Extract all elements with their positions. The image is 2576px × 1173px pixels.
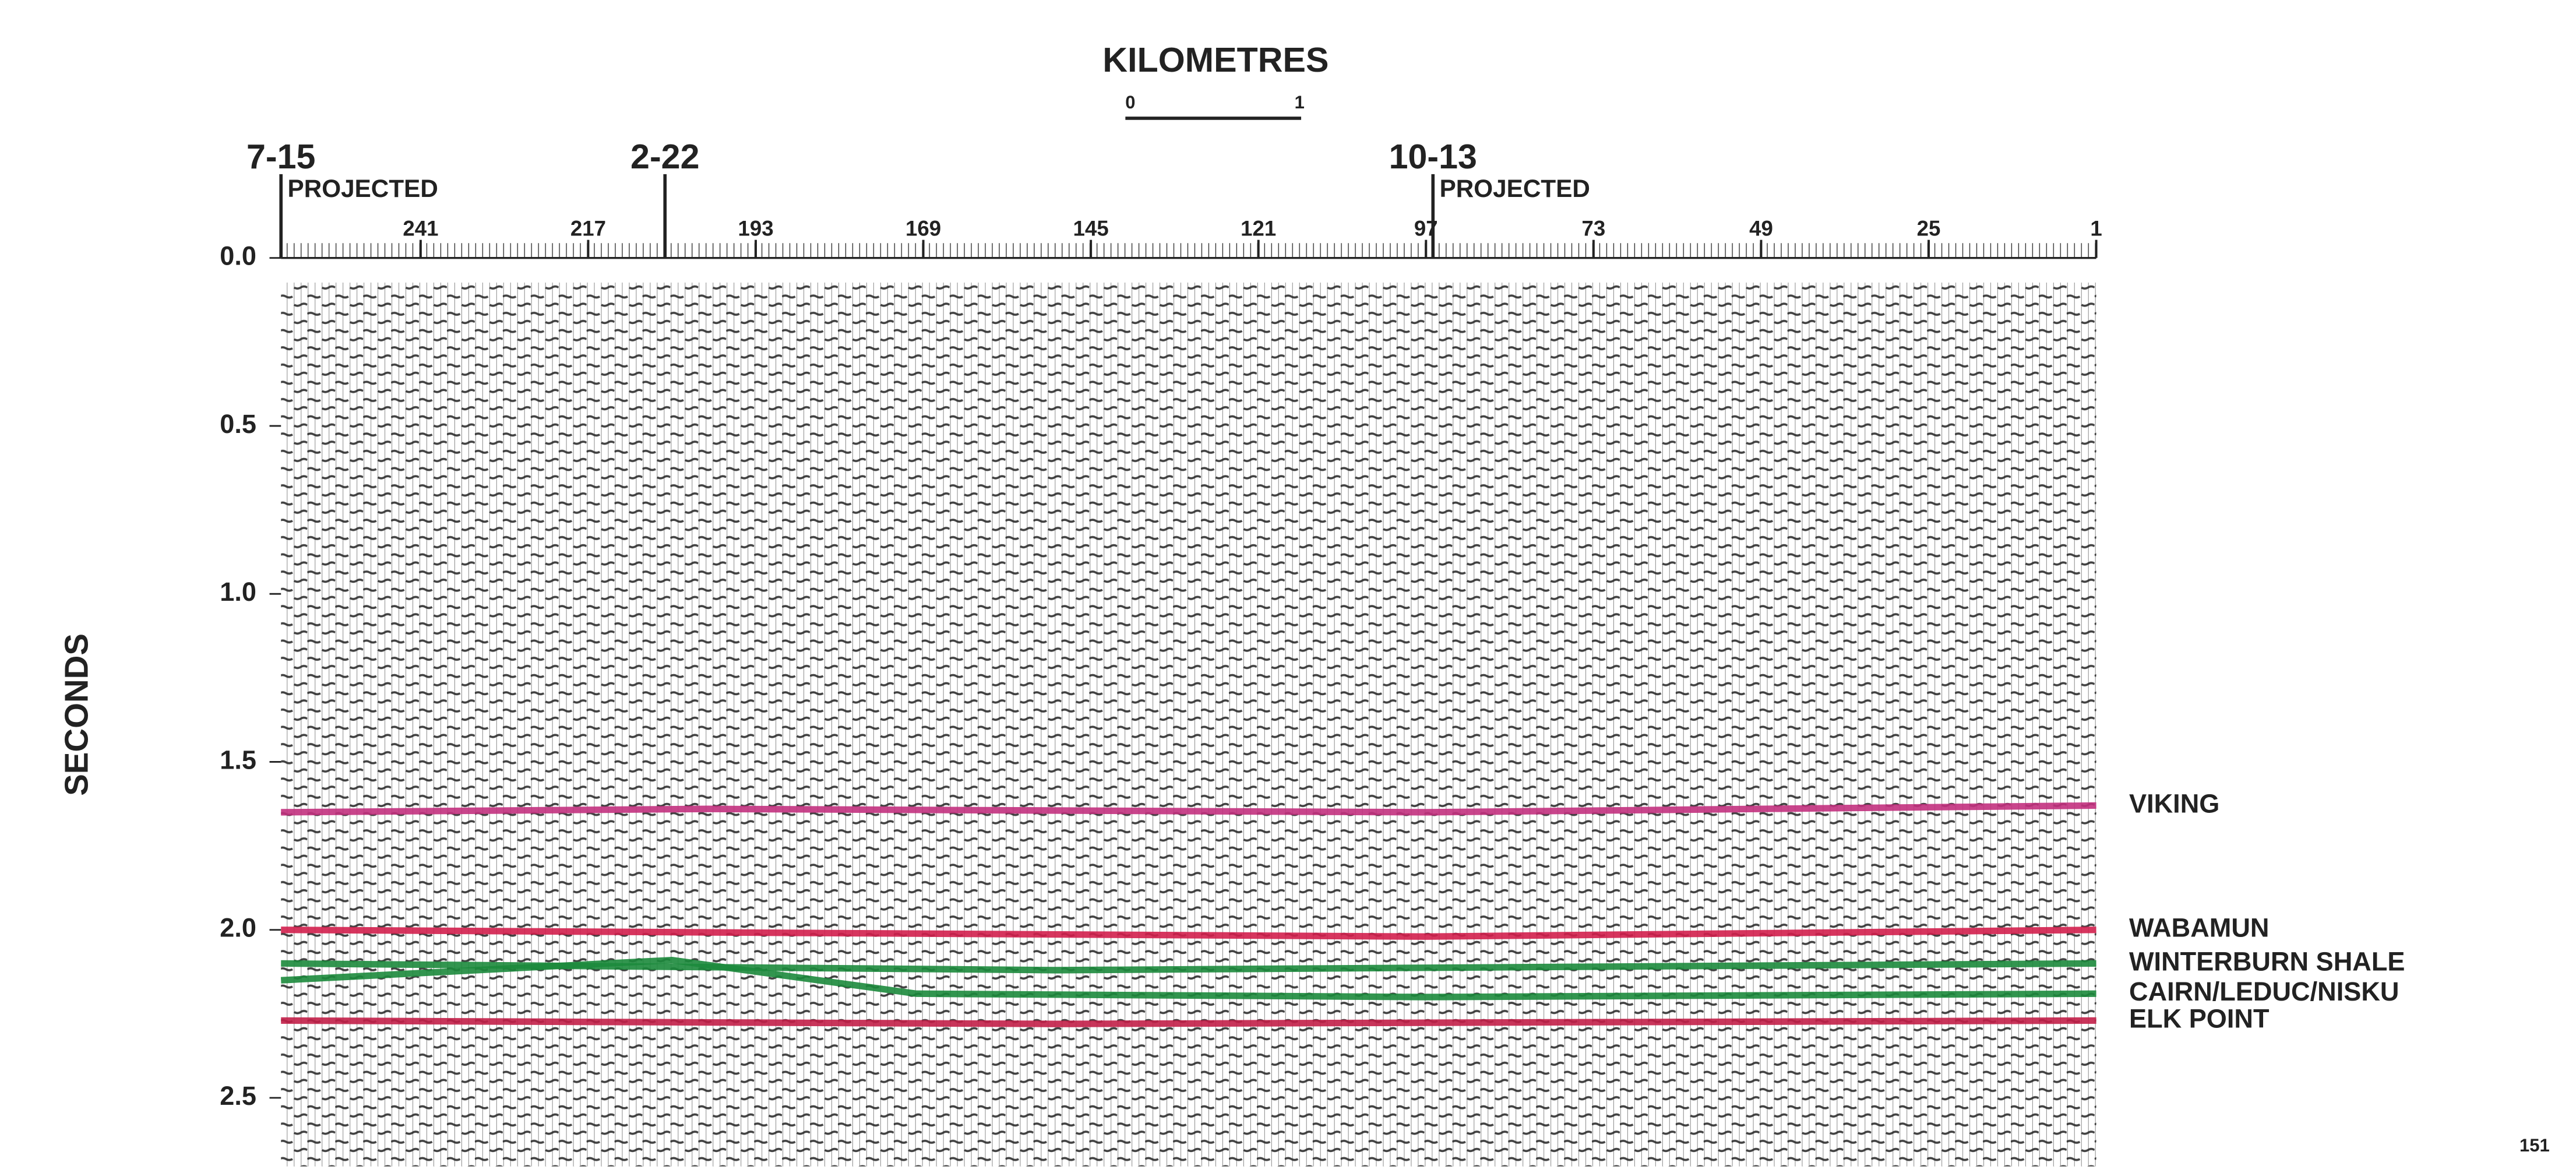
horizon-label: CAIRN/LEDUC/NISKU — [2129, 977, 2399, 1006]
x-tick-label: 217 — [570, 216, 606, 240]
well-note: PROJECTED — [1440, 175, 1590, 202]
x-tick-label: 169 — [905, 216, 941, 240]
x-tick-label: 145 — [1073, 216, 1109, 240]
y-tick-label: 0.5 — [220, 409, 256, 439]
well-note: PROJECTED — [288, 175, 438, 202]
y-tick-label: 1.0 — [220, 577, 256, 607]
x-tick-label: 121 — [1241, 216, 1276, 240]
horizon-label: VIKING — [2129, 788, 2219, 818]
horizon-label: WABAMUN — [2129, 913, 2269, 943]
scale-label: 1 — [1295, 92, 1305, 112]
scale-title: KILOMETRES — [1102, 40, 1328, 79]
x-tick-label: 241 — [403, 216, 438, 240]
y-tick-label: 2.0 — [220, 913, 256, 943]
horizon — [281, 802, 2096, 816]
well-name: 2-22 — [630, 137, 699, 176]
y-tick-label: 2.5 — [220, 1081, 256, 1111]
x-tick-label: 49 — [1749, 216, 1773, 240]
y-axis-title: SECONDS — [58, 633, 94, 796]
horizon-label: WINTERBURN SHALE — [2129, 946, 2405, 976]
reflection-texture — [281, 282, 2096, 1167]
horizon — [281, 927, 2096, 940]
x-tick-label: 1 — [2090, 216, 2102, 240]
horizon-label: ELK POINT — [2129, 1003, 2270, 1033]
page-number: 151 — [2519, 1135, 2550, 1156]
horizon — [281, 1017, 2096, 1027]
x-tick-label: 25 — [1917, 216, 1941, 240]
x-tick-label: 193 — [738, 216, 773, 240]
trace-ticks — [281, 243, 2096, 258]
y-tick-label: 0.0 — [220, 241, 256, 271]
horizon — [280, 956, 2096, 1001]
well-name: 10-13 — [1389, 137, 1477, 176]
scale-label: 0 — [1125, 92, 1135, 112]
x-tick-label: 73 — [1582, 216, 1606, 240]
well-name: 7-15 — [246, 137, 315, 176]
y-tick-label: 1.5 — [220, 745, 256, 774]
